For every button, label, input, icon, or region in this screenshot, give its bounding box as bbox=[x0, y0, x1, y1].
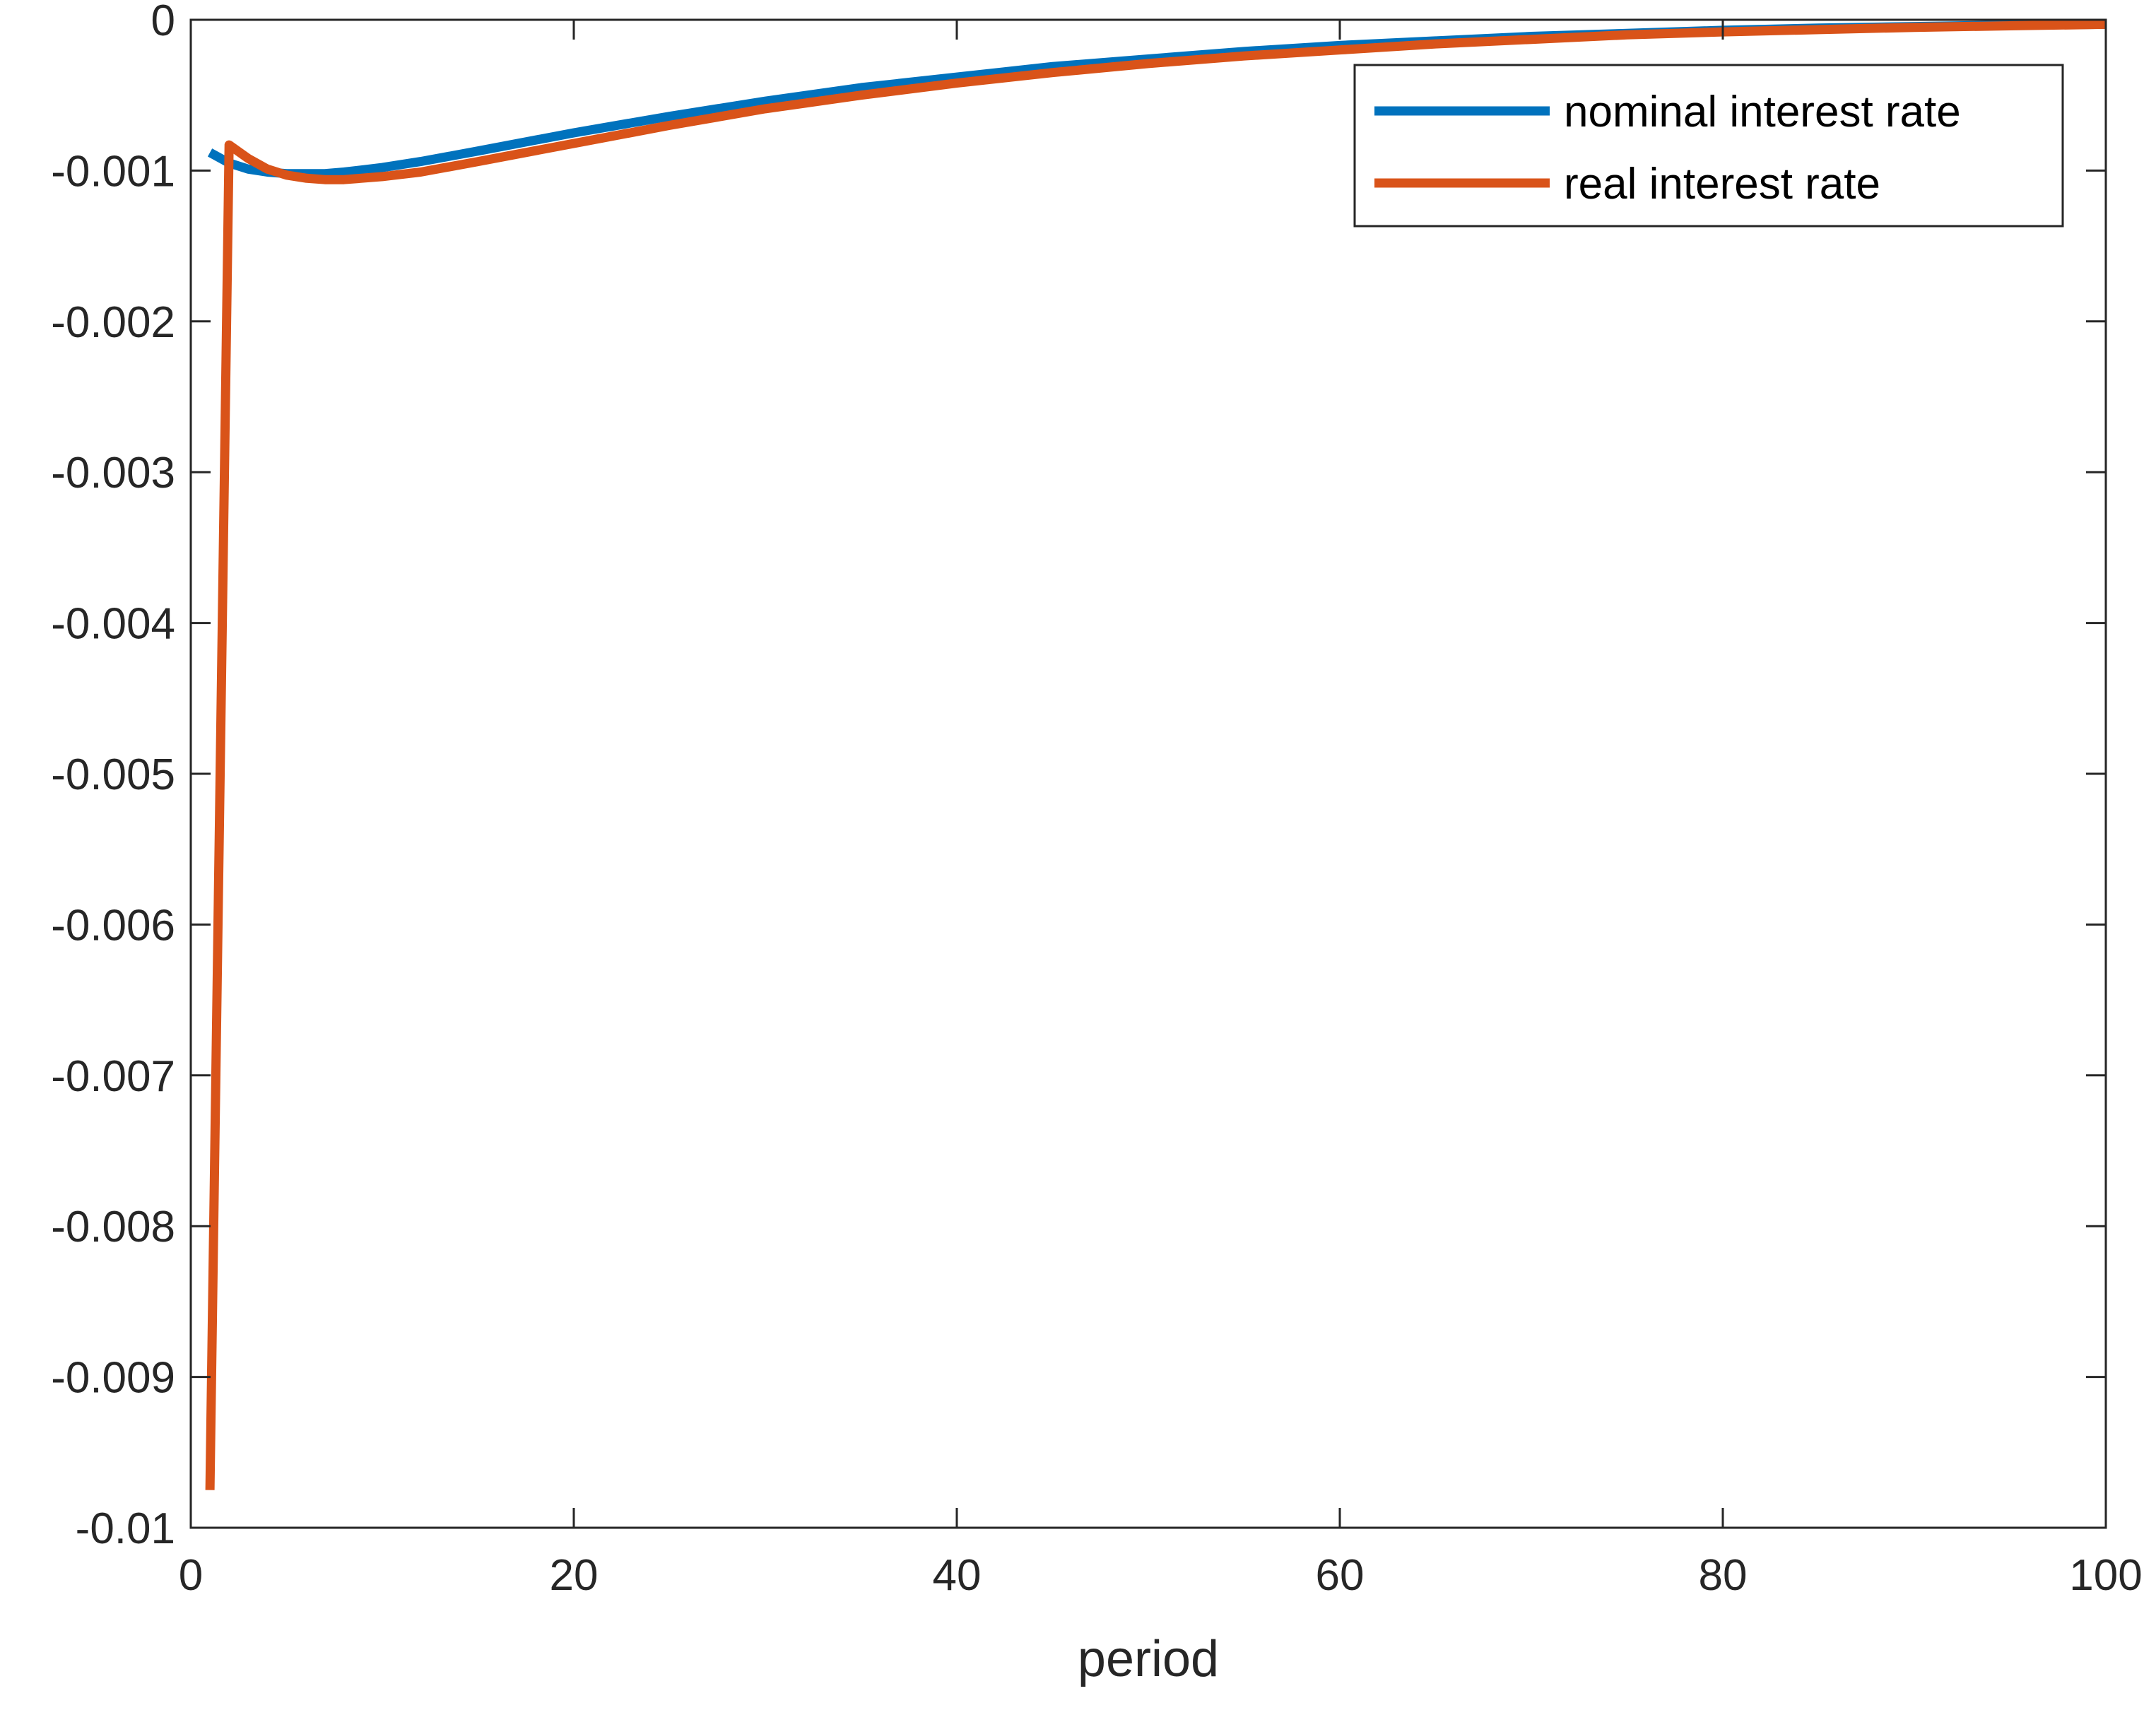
y-tick-label: 0 bbox=[151, 0, 175, 45]
series-line-real bbox=[205, 19, 2107, 1490]
y-tick-label: -0.003 bbox=[51, 449, 175, 497]
y-tick-label: -0.009 bbox=[51, 1354, 175, 1403]
plot-frame bbox=[189, 18, 2107, 1529]
ticks-layer: 0 20 40 60 80 100 0 -0.001 -0.002 -0.003 -0.004 -0.… bbox=[51, 0, 2143, 1600]
x-tick-label: 100 bbox=[2069, 1551, 2142, 1600]
legend: nominal interest rate real interest rate bbox=[1353, 64, 2064, 228]
x-axis-title: period bbox=[1078, 1631, 1219, 1687]
y-tick-label: -0.002 bbox=[51, 298, 175, 347]
y-tick-label: -0.005 bbox=[51, 750, 175, 799]
y-tick-label: -0.01 bbox=[76, 1504, 175, 1553]
x-tick-label: 0 bbox=[179, 1551, 203, 1600]
y-tick-label: -0.004 bbox=[51, 600, 175, 649]
y-tick-label: -0.008 bbox=[51, 1203, 175, 1251]
series-layer bbox=[205, 19, 2107, 1490]
y-tick-label: -0.007 bbox=[51, 1052, 175, 1101]
legend-label: real interest rate bbox=[1564, 160, 1880, 208]
y-tick-label: -0.001 bbox=[51, 147, 175, 196]
x-tick-label: 80 bbox=[1699, 1551, 1748, 1600]
legend-box bbox=[1353, 64, 2064, 228]
x-tick-label: 60 bbox=[1316, 1551, 1365, 1600]
legend-label: nominal interest rate bbox=[1564, 88, 1961, 136]
y-tick-label: -0.006 bbox=[51, 901, 175, 950]
x-tick-label: 20 bbox=[550, 1551, 599, 1600]
x-tick-label: 40 bbox=[933, 1551, 982, 1600]
